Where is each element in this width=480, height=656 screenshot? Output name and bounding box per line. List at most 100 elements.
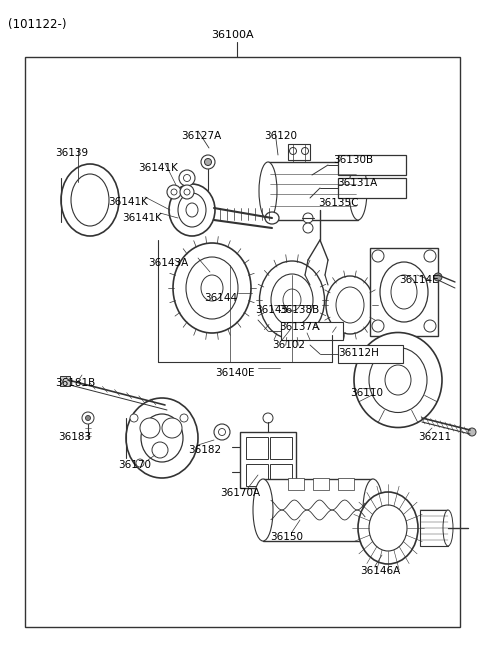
Text: 36146A: 36146A bbox=[360, 566, 400, 576]
Circle shape bbox=[301, 148, 309, 155]
Ellipse shape bbox=[260, 261, 324, 339]
Text: 36100A: 36100A bbox=[211, 30, 253, 40]
Ellipse shape bbox=[71, 174, 109, 226]
Text: 36141K: 36141K bbox=[122, 213, 162, 223]
Circle shape bbox=[179, 170, 195, 186]
Circle shape bbox=[184, 189, 190, 195]
Circle shape bbox=[204, 159, 212, 165]
Text: 36170: 36170 bbox=[118, 460, 151, 470]
Circle shape bbox=[372, 250, 384, 262]
Ellipse shape bbox=[178, 193, 206, 227]
Bar bbox=[338, 155, 406, 175]
Text: 36141K: 36141K bbox=[138, 163, 178, 173]
Text: 36127A: 36127A bbox=[181, 131, 221, 141]
Text: 36141K: 36141K bbox=[108, 197, 148, 207]
Text: 36170A: 36170A bbox=[220, 488, 260, 498]
Circle shape bbox=[140, 418, 160, 438]
Circle shape bbox=[201, 155, 215, 169]
Text: 36211: 36211 bbox=[418, 432, 451, 442]
Text: 36143A: 36143A bbox=[148, 258, 188, 268]
Bar bbox=[25, 57, 460, 627]
Ellipse shape bbox=[385, 365, 411, 395]
Circle shape bbox=[167, 185, 181, 199]
Bar bbox=[338, 178, 406, 198]
Ellipse shape bbox=[443, 510, 453, 546]
Text: 36131A: 36131A bbox=[337, 178, 377, 188]
Text: 36135C: 36135C bbox=[318, 198, 359, 208]
Ellipse shape bbox=[61, 164, 119, 236]
Ellipse shape bbox=[141, 414, 183, 462]
Circle shape bbox=[289, 148, 297, 155]
Bar bbox=[281, 322, 343, 340]
Ellipse shape bbox=[259, 162, 277, 220]
Ellipse shape bbox=[126, 398, 198, 478]
Circle shape bbox=[183, 174, 191, 182]
Text: 36102: 36102 bbox=[272, 340, 305, 350]
Ellipse shape bbox=[336, 287, 364, 323]
Bar bbox=[240, 432, 296, 488]
Ellipse shape bbox=[358, 492, 418, 564]
Circle shape bbox=[434, 273, 442, 281]
Ellipse shape bbox=[349, 162, 367, 220]
Circle shape bbox=[180, 185, 194, 199]
Circle shape bbox=[371, 306, 389, 324]
Bar bbox=[420, 510, 448, 546]
Circle shape bbox=[180, 414, 188, 422]
Circle shape bbox=[214, 424, 230, 440]
Circle shape bbox=[263, 413, 273, 423]
Text: 36137A: 36137A bbox=[279, 322, 319, 332]
Bar bbox=[288, 144, 310, 160]
Ellipse shape bbox=[380, 262, 428, 322]
Text: 36183: 36183 bbox=[58, 432, 91, 442]
Ellipse shape bbox=[391, 275, 417, 309]
Circle shape bbox=[171, 189, 177, 195]
Text: 36139: 36139 bbox=[55, 148, 88, 158]
Text: 36150: 36150 bbox=[270, 532, 303, 542]
Text: 36138B: 36138B bbox=[279, 305, 319, 315]
Text: 36182: 36182 bbox=[188, 445, 221, 455]
Circle shape bbox=[82, 412, 94, 424]
Text: 36144: 36144 bbox=[204, 293, 237, 303]
Text: 36130B: 36130B bbox=[333, 155, 373, 165]
Circle shape bbox=[136, 459, 144, 467]
Ellipse shape bbox=[253, 479, 273, 541]
Ellipse shape bbox=[283, 289, 301, 311]
Text: 36112H: 36112H bbox=[338, 348, 379, 358]
Bar bbox=[270, 437, 292, 459]
Ellipse shape bbox=[173, 243, 251, 333]
Bar bbox=[270, 464, 292, 486]
Bar bbox=[268, 162, 358, 220]
Ellipse shape bbox=[271, 274, 313, 326]
Ellipse shape bbox=[265, 212, 279, 224]
Bar bbox=[370, 248, 438, 336]
Circle shape bbox=[390, 319, 402, 331]
Text: 36140E: 36140E bbox=[215, 368, 254, 378]
Circle shape bbox=[85, 415, 91, 420]
Bar bbox=[338, 345, 403, 363]
Ellipse shape bbox=[326, 276, 374, 334]
Ellipse shape bbox=[186, 257, 238, 319]
Circle shape bbox=[424, 320, 436, 332]
Circle shape bbox=[218, 428, 226, 436]
Circle shape bbox=[376, 311, 384, 319]
Ellipse shape bbox=[369, 505, 407, 551]
Ellipse shape bbox=[186, 203, 198, 217]
Ellipse shape bbox=[169, 184, 215, 236]
Bar bbox=[263, 479, 373, 541]
Bar bbox=[313, 478, 329, 490]
Text: 36145: 36145 bbox=[255, 305, 288, 315]
Circle shape bbox=[372, 320, 384, 332]
Bar bbox=[246, 437, 268, 459]
Circle shape bbox=[152, 442, 168, 458]
Circle shape bbox=[468, 428, 476, 436]
Text: 36181B: 36181B bbox=[55, 378, 95, 388]
Text: (101122-): (101122-) bbox=[8, 18, 67, 31]
Ellipse shape bbox=[369, 348, 427, 413]
Bar bbox=[288, 478, 304, 490]
Ellipse shape bbox=[201, 275, 223, 301]
Circle shape bbox=[424, 250, 436, 262]
Circle shape bbox=[162, 418, 182, 438]
Circle shape bbox=[130, 414, 138, 422]
Ellipse shape bbox=[363, 479, 383, 541]
Ellipse shape bbox=[354, 333, 442, 428]
